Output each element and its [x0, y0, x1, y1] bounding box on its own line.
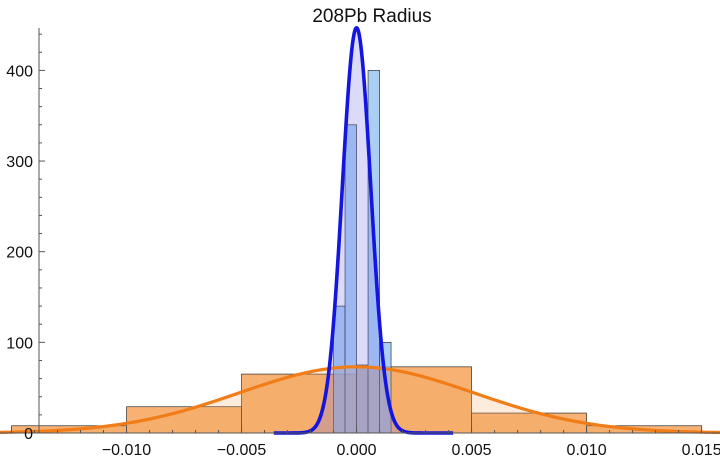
chart-title: 208Pb Radius: [312, 6, 431, 27]
orange-fit-curve: [0, 365, 720, 435]
y-tick-label: 200: [6, 245, 33, 262]
x-tick-label: 0.000: [337, 442, 377, 459]
y-tick-label: 100: [6, 335, 33, 352]
blue-fit-area: [273, 27, 454, 434]
x-tick-label: 0.005: [452, 442, 492, 459]
x-tick-label: 0.015: [682, 442, 720, 459]
y-tick-label: 400: [6, 63, 33, 80]
x-tick-label: 0.010: [567, 442, 607, 459]
x-tick-label: −0.005: [217, 442, 266, 459]
orange-fit-area: [0, 366, 720, 433]
gaussian-fit-curves: [0, 25, 720, 435]
x-tick-label: −0.010: [102, 442, 151, 459]
y-tick-label: 0: [24, 426, 33, 443]
axes: 0 100 200 300 400 −0.010 −0.005 0.000 0.005 0.010…: [0, 28, 720, 459]
y-tick-label: 300: [6, 154, 33, 171]
